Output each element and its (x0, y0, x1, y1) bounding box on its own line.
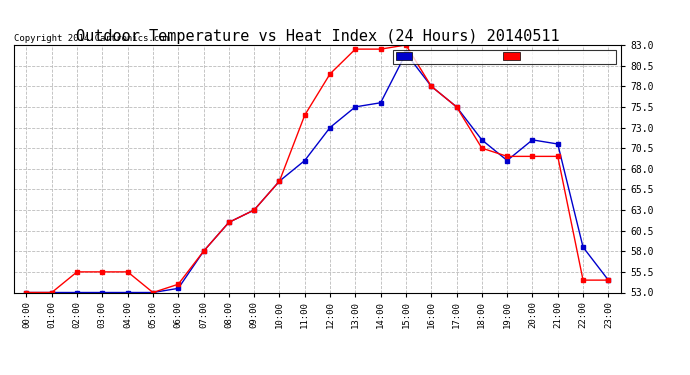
Heat Index  (°F) (453, 105, 461, 109)
Temperature  (°F) (579, 278, 587, 282)
Temperature  (°F) (73, 270, 81, 274)
Temperature  (°F) (477, 146, 486, 150)
Temperature  (°F) (149, 290, 157, 295)
Temperature  (°F) (503, 154, 511, 159)
Heat Index  (°F) (301, 158, 309, 163)
Heat Index  (°F) (174, 286, 182, 291)
Temperature  (°F) (225, 220, 233, 225)
Temperature  (°F) (174, 282, 182, 286)
Temperature  (°F) (553, 154, 562, 159)
Heat Index  (°F) (529, 138, 537, 142)
Heat Index  (°F) (124, 290, 132, 295)
Temperature  (°F) (402, 43, 410, 47)
Temperature  (°F) (275, 179, 284, 183)
Heat Index  (°F) (73, 290, 81, 295)
Temperature  (°F) (48, 290, 56, 295)
Heat Index  (°F) (553, 142, 562, 146)
Temperature  (°F) (22, 290, 30, 295)
Text: Copyright 2014 Cartronics.com: Copyright 2014 Cartronics.com (14, 33, 170, 42)
Line: Temperature  (°F): Temperature (°F) (25, 43, 610, 294)
Heat Index  (°F) (48, 290, 56, 295)
Temperature  (°F) (199, 249, 208, 254)
Heat Index  (°F) (199, 249, 208, 254)
Temperature  (°F) (301, 113, 309, 117)
Heat Index  (°F) (427, 84, 435, 88)
Heat Index  (°F) (225, 220, 233, 225)
Heat Index  (°F) (503, 158, 511, 163)
Heat Index  (°F) (377, 100, 385, 105)
Heat Index  (°F) (477, 138, 486, 142)
Title: Outdoor Temperature vs Heat Index (24 Hours) 20140511: Outdoor Temperature vs Heat Index (24 Ho… (76, 29, 559, 44)
Line: Heat Index  (°F): Heat Index (°F) (25, 51, 610, 294)
Temperature  (°F) (250, 208, 258, 212)
Legend: Heat Index  (°F), Temperature  (°F): Heat Index (°F), Temperature (°F) (393, 50, 616, 64)
Heat Index  (°F) (250, 208, 258, 212)
Temperature  (°F) (351, 47, 359, 51)
Heat Index  (°F) (275, 179, 284, 183)
Heat Index  (°F) (604, 278, 613, 282)
Heat Index  (°F) (351, 105, 359, 109)
Heat Index  (°F) (402, 51, 410, 56)
Temperature  (°F) (427, 84, 435, 88)
Heat Index  (°F) (149, 290, 157, 295)
Temperature  (°F) (529, 154, 537, 159)
Heat Index  (°F) (579, 245, 587, 249)
Temperature  (°F) (98, 270, 106, 274)
Temperature  (°F) (604, 278, 613, 282)
Heat Index  (°F) (22, 290, 30, 295)
Heat Index  (°F) (326, 125, 334, 130)
Temperature  (°F) (124, 270, 132, 274)
Temperature  (°F) (326, 72, 334, 76)
Temperature  (°F) (377, 47, 385, 51)
Temperature  (°F) (453, 105, 461, 109)
Heat Index  (°F) (98, 290, 106, 295)
